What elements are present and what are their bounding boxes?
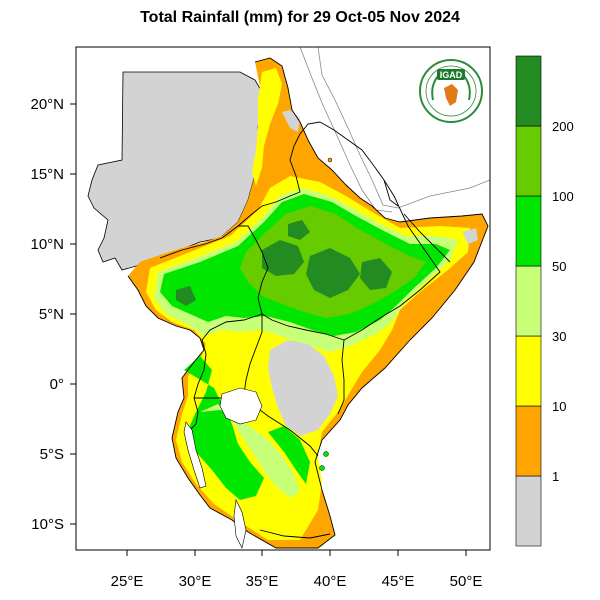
south-sudan-ethiopia-border <box>238 225 269 315</box>
lon-label-40e: 40°E <box>314 573 347 590</box>
lat-label-10s: 10°S <box>31 516 64 533</box>
lat-label-20n: 20°N <box>30 96 64 113</box>
sudan-south-sudan-border <box>159 191 301 259</box>
kenya-dry-region <box>268 340 338 436</box>
lat-label-0: 0° <box>50 376 64 393</box>
djibouti-border <box>383 179 399 207</box>
lake-malawi <box>233 498 247 549</box>
legend-label-10: 10 <box>552 399 566 414</box>
somaliland-border <box>403 213 451 263</box>
rainfall-200-plus-patch-5 <box>176 286 196 306</box>
tanzania-mozambique-border <box>259 529 331 539</box>
lat-ticks <box>70 103 76 525</box>
red-sea-coastline <box>299 47 393 213</box>
uganda-kenya-border <box>243 314 263 395</box>
legend-label-100: 100 <box>552 189 574 204</box>
domain-outline <box>127 57 489 549</box>
ethiopia-dry-patch <box>462 228 478 244</box>
rainfall-200-plus-patch-1 <box>262 240 304 276</box>
legend-class-3 <box>515 265 542 337</box>
map-title: Total Rainfall (mm) for 29 Oct-05 Nov 20… <box>140 9 460 26</box>
legend-class-2 <box>515 335 542 407</box>
arabia-coastline <box>317 47 490 209</box>
legend-label-30: 30 <box>552 329 566 344</box>
rainfall-200-plus-patch-2 <box>306 248 360 298</box>
rwanda-burundi-border <box>187 397 199 433</box>
rainfall-30-50-south-zone <box>200 404 300 498</box>
zanzibar-island <box>319 465 325 471</box>
legend-class-4 <box>515 195 542 267</box>
rainfall-200-plus-patch-4 <box>288 220 310 240</box>
legend-labels: 1 10 30 50 100 200 <box>552 119 574 484</box>
lon-label-35e: 35°E <box>246 573 279 590</box>
uganda-drc-border <box>193 339 207 399</box>
rainfall-50-100-east-tz <box>268 426 310 484</box>
legend-label-1: 1 <box>552 469 559 484</box>
lon-label-45e: 45°E <box>382 573 415 590</box>
lat-label-10n: 10°N <box>30 236 64 253</box>
lake-victoria <box>219 387 263 425</box>
lake-tanganyika <box>183 421 207 489</box>
legend-colorbar <box>515 55 542 547</box>
legend-class-1 <box>515 405 542 477</box>
legend-class-6 <box>515 55 542 127</box>
igad-logo-text: IGAD <box>440 70 463 80</box>
lon-ticks <box>126 550 467 556</box>
kenya-somalia-border <box>337 339 345 415</box>
rainfall-50-100-south-zone <box>184 356 264 500</box>
pemba-zanzibar <box>323 451 329 457</box>
ethiopia-kenya-border <box>261 313 345 341</box>
legend-label-50: 50 <box>552 259 566 274</box>
north-highland-yellow <box>252 68 282 186</box>
sudan-ethiopia-border <box>289 121 321 193</box>
legend-class-5 <box>515 125 542 197</box>
legend-label-200: 200 <box>552 119 574 134</box>
rainfall-200-plus-patch-3 <box>360 258 392 290</box>
south-sudan-uganda-border <box>201 313 263 341</box>
country-borders <box>159 121 451 539</box>
lon-label-30e: 30°E <box>179 573 212 590</box>
dahlak-islands <box>327 157 333 163</box>
lon-label-50e: 50°E <box>450 573 483 590</box>
map-frame-border <box>75 46 491 551</box>
lon-label-25e: 25°E <box>111 573 144 590</box>
ethiopia-somalia-border <box>343 195 441 341</box>
socotra-coast <box>489 219 490 220</box>
igad-logo: IGAD <box>419 59 483 123</box>
lat-label-15n: 15°N <box>30 166 64 183</box>
lat-label-5n: 5°N <box>39 306 64 323</box>
legend-class-0 <box>515 475 542 547</box>
lat-label-5s: 5°S <box>40 446 64 463</box>
